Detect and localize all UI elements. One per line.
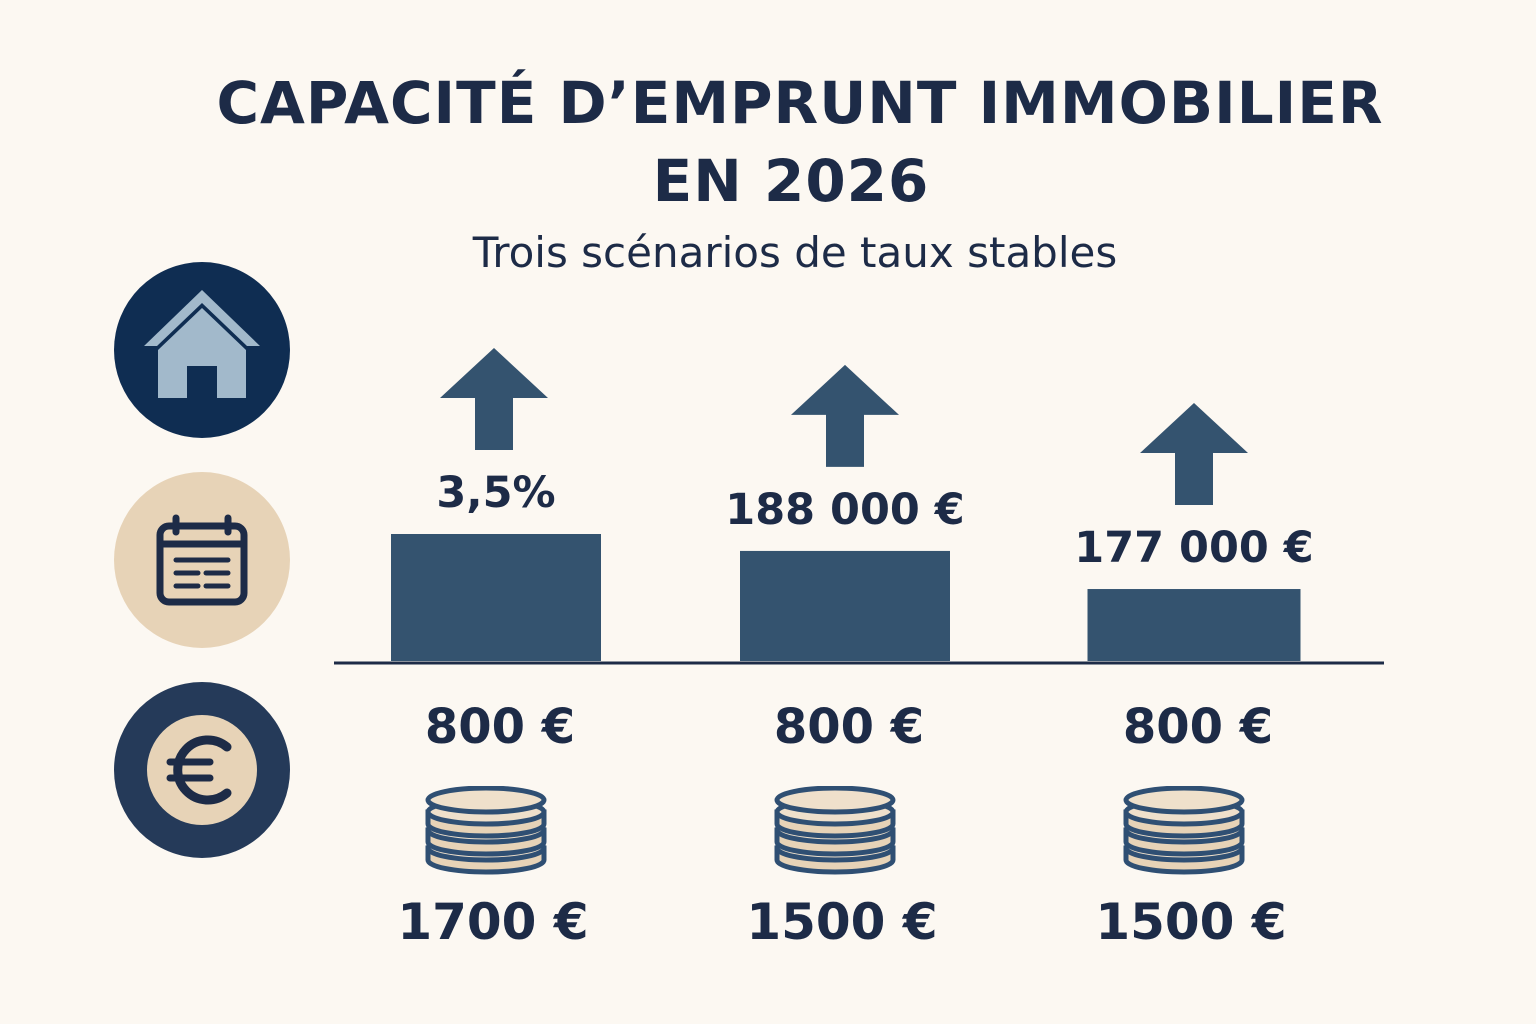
- income-label-2: 1500 €: [746, 893, 938, 951]
- calendar-icon: [114, 472, 290, 648]
- payment-label-3: 800 €: [1122, 699, 1274, 755]
- coin-stack-icon: [425, 786, 547, 875]
- bar-3: [1087, 589, 1301, 661]
- title-line-1: CAPACITÉ D’EMPRUNT IMMOBILIER: [216, 69, 1384, 137]
- income-label-1: 1700 €: [397, 893, 589, 951]
- income-label-3: 1500 €: [1095, 893, 1287, 951]
- arrow-up-icon: [1140, 403, 1248, 506]
- title-line-2: EN 2026: [652, 147, 930, 215]
- house-icon: [114, 262, 290, 438]
- bar-1: [391, 534, 601, 661]
- arrow-up-icon: [791, 364, 899, 467]
- coin-stack-icon: [774, 786, 896, 875]
- arrow-up-icon: [440, 348, 548, 450]
- bar-value-label-1: 3,5%: [436, 468, 556, 518]
- coin-stack-icon: [1123, 786, 1245, 875]
- payment-label-1: 800 €: [424, 699, 576, 755]
- bar-value-label-3: 177 000 €: [1074, 523, 1314, 574]
- payment-label-2: 800 €: [773, 699, 925, 755]
- bar-2: [740, 550, 950, 661]
- euro-icon: [114, 682, 290, 858]
- bar-value-label-2: 188 000 €: [725, 484, 965, 535]
- subtitle: Trois scénarios de taux stables: [472, 228, 1118, 277]
